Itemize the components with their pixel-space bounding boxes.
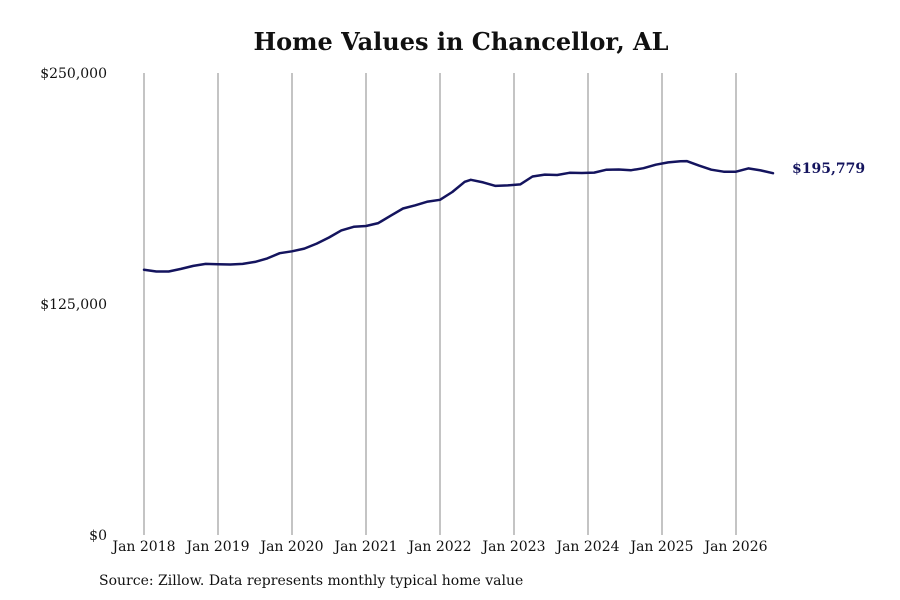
data-point bbox=[192, 265, 195, 267]
data-point bbox=[747, 167, 750, 170]
data-point bbox=[772, 172, 774, 174]
y-tick-label: $125,000 bbox=[40, 297, 107, 313]
data-point bbox=[593, 171, 595, 174]
data-point bbox=[494, 185, 497, 187]
data-point bbox=[655, 163, 657, 166]
data-point bbox=[630, 169, 632, 171]
x-tick-label: Jan 2025 bbox=[628, 539, 693, 555]
y-tick-label: $0 bbox=[89, 528, 107, 544]
data-point bbox=[463, 181, 466, 183]
data-point bbox=[698, 164, 700, 167]
data-point bbox=[389, 214, 392, 217]
data-point bbox=[204, 263, 207, 265]
data-point bbox=[618, 168, 620, 171]
x-tick-label: Jan 2018 bbox=[110, 539, 175, 555]
data-point bbox=[482, 181, 485, 184]
data-point bbox=[556, 174, 558, 176]
data-point bbox=[303, 247, 306, 250]
data-point bbox=[180, 268, 182, 270]
data-point bbox=[568, 172, 571, 174]
data-point bbox=[735, 170, 737, 173]
data-point bbox=[241, 263, 244, 265]
x-tick-label: Jan 2019 bbox=[184, 539, 249, 555]
chart-title: Home Values in Chancellor, AL bbox=[253, 27, 669, 56]
data-point bbox=[759, 169, 762, 172]
data-point bbox=[581, 172, 583, 174]
y-tick-label: $250,000 bbox=[40, 66, 107, 82]
data-point bbox=[229, 263, 232, 266]
data-point bbox=[544, 173, 546, 176]
data-point bbox=[426, 200, 429, 203]
data-point bbox=[439, 199, 441, 201]
data-point bbox=[685, 160, 688, 162]
data-point bbox=[605, 168, 608, 171]
end-value-label: $195,779 bbox=[792, 161, 865, 177]
data-point bbox=[470, 179, 472, 181]
data-point bbox=[291, 250, 293, 253]
data-point bbox=[679, 160, 682, 163]
data-point bbox=[377, 222, 380, 224]
x-tick-label: Jan 2020 bbox=[258, 539, 323, 555]
data-point bbox=[254, 261, 256, 263]
data-point bbox=[278, 252, 281, 254]
data-point bbox=[266, 257, 269, 260]
data-point bbox=[340, 229, 343, 232]
data-point bbox=[352, 226, 355, 228]
data-point bbox=[519, 183, 521, 186]
data-point bbox=[143, 269, 145, 271]
data-point bbox=[722, 170, 725, 173]
data-point bbox=[402, 207, 404, 210]
series-line bbox=[142, 159, 775, 273]
data-point bbox=[217, 263, 219, 266]
x-tick-label: Jan 2024 bbox=[554, 539, 619, 555]
x-tick-label: Jan 2021 bbox=[332, 539, 397, 555]
x-tick-label: Jan 2023 bbox=[480, 539, 545, 555]
data-point bbox=[414, 204, 417, 207]
x-tick-label: Jan 2026 bbox=[702, 539, 767, 555]
data-point bbox=[642, 167, 645, 169]
data-point bbox=[531, 175, 534, 178]
source-note: Source: Zillow. Data represents monthly … bbox=[99, 573, 524, 589]
data-point bbox=[710, 168, 713, 171]
data-point bbox=[451, 191, 454, 193]
series-layer: $195,779 bbox=[142, 159, 865, 273]
axis-labels: Jan 2018 Jan 2019 Jan 2020 Jan 2021 Jan 2022… bbox=[40, 66, 767, 555]
gridlines bbox=[143, 73, 737, 535]
data-point bbox=[328, 236, 330, 239]
x-tick-label: Jan 2022 bbox=[406, 539, 471, 555]
data-point bbox=[167, 270, 170, 273]
data-point bbox=[507, 184, 509, 187]
data-point bbox=[365, 225, 367, 227]
data-point bbox=[315, 242, 318, 245]
data-point bbox=[667, 161, 669, 164]
data-point bbox=[155, 270, 158, 273]
